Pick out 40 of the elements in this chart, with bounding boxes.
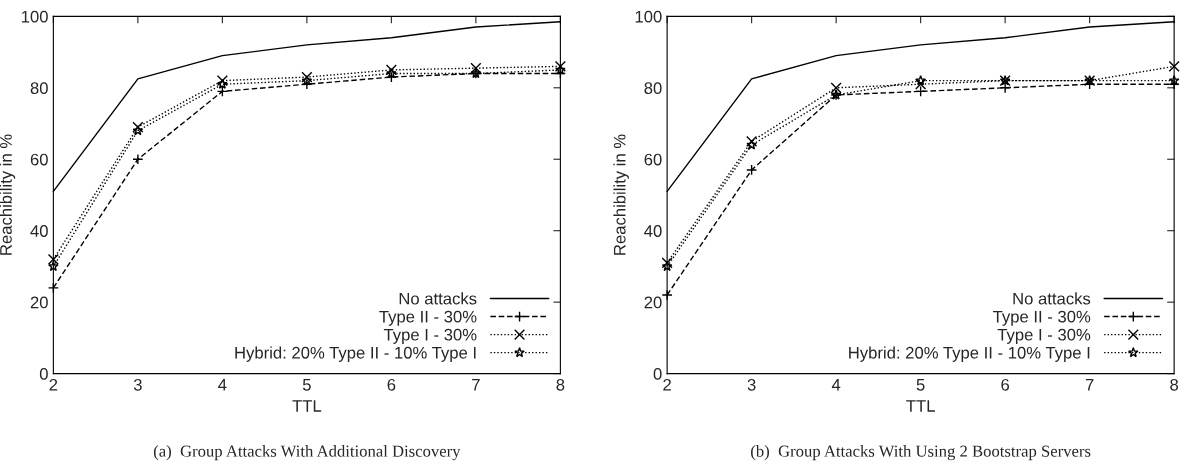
y-tick-label: 20 bbox=[30, 296, 48, 309]
legend-label: Type II - 30% bbox=[379, 310, 477, 326]
legend-label: Type II - 30% bbox=[992, 310, 1091, 326]
text: (b) Group Attacks With Using 2 Bootstrap Servers bbox=[751, 445, 1091, 461]
x-tick-label: 2 bbox=[663, 378, 671, 391]
y-tick-label: 100 bbox=[635, 10, 662, 23]
y-tick-label: 80 bbox=[644, 82, 662, 94]
x-tick-label: 5 bbox=[916, 379, 925, 391]
y-axis-title: Reachibility in % bbox=[613, 134, 629, 255]
legend-label: No attacks bbox=[399, 292, 477, 305]
y-tick-label: 80 bbox=[30, 82, 48, 94]
x-tick-label: 8 bbox=[1170, 378, 1179, 391]
text: (a) Group Attacks With Additional Discovery bbox=[153, 445, 461, 461]
x-tick-label: 3 bbox=[747, 378, 756, 391]
x-axis-title: TTL bbox=[292, 400, 322, 412]
y-tick-label: 100 bbox=[21, 10, 48, 23]
x-tick-label: 6 bbox=[1001, 378, 1010, 391]
legend-label: Type I - 30% bbox=[383, 328, 477, 344]
x-tick-label: 8 bbox=[556, 378, 565, 391]
x-tick-label: 4 bbox=[831, 379, 841, 391]
x-tick-label: 2 bbox=[49, 378, 58, 391]
x-tick-label: 6 bbox=[387, 378, 396, 391]
y-tick-label: 60 bbox=[30, 153, 48, 166]
y-tick-label: 0 bbox=[653, 368, 662, 380]
legend-label: Hybrid: 20% Type II - 10% Type I bbox=[235, 346, 476, 362]
x-tick-label: 7 bbox=[1085, 379, 1094, 391]
legend-label: Hybrid: 20% Type II - 10% Type I bbox=[849, 346, 1090, 362]
y-axis-title: Reachibility in % bbox=[0, 134, 16, 255]
x-tick-label: 3 bbox=[133, 378, 142, 391]
x-tick-label: 4 bbox=[218, 379, 227, 391]
y-tick-label: 40 bbox=[644, 225, 662, 237]
x-tick-label: 5 bbox=[302, 379, 311, 391]
y-tick-label: 20 bbox=[644, 296, 662, 309]
y-tick-label: 0 bbox=[39, 368, 48, 380]
y-tick-label: 60 bbox=[644, 153, 662, 166]
x-tick-label: 7 bbox=[472, 379, 480, 391]
x-axis-title: TTL bbox=[906, 400, 935, 412]
legend-label: Type I - 30% bbox=[997, 328, 1091, 344]
legend-label: No attacks bbox=[1013, 292, 1091, 305]
y-tick-label: 40 bbox=[30, 225, 48, 237]
